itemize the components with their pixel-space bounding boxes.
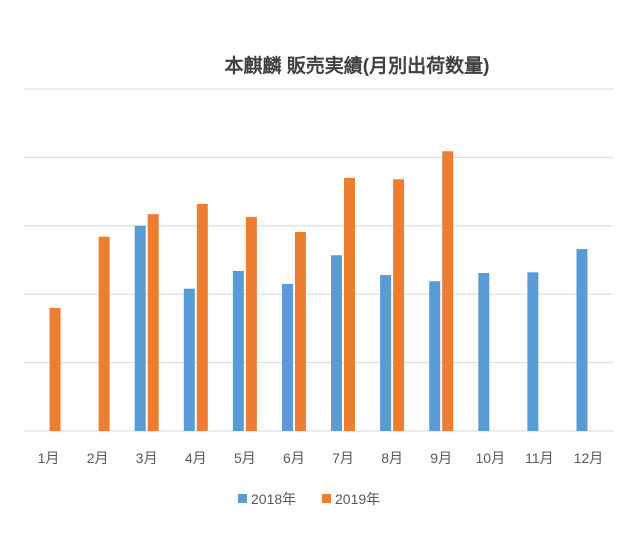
bar-series-1-month-6 <box>281 283 293 431</box>
x-tick-label: 2月 <box>87 450 109 466</box>
bars <box>49 151 588 431</box>
bar-series-2-month-9 <box>442 151 454 431</box>
bar-series-2-month-5 <box>245 216 257 431</box>
legend-item-2019: 2019年 <box>322 491 380 507</box>
bar-series-2-month-6 <box>294 231 306 431</box>
x-tick-label: 7月 <box>332 450 354 466</box>
bar-series-1-month-7 <box>331 255 343 431</box>
legend-item-2018: 2018年 <box>238 491 296 507</box>
legend: 2018年 2019年 <box>238 491 380 507</box>
bar-series-2-month-8 <box>393 179 405 431</box>
chart-title: 本麒麟 販売実績(月別出荷数量) <box>225 54 490 77</box>
bar-series-1-month-10 <box>478 272 490 431</box>
bar-series-1-month-11 <box>527 272 539 431</box>
legend-label: 2019年 <box>335 491 380 507</box>
bar-series-1-month-3 <box>134 225 146 431</box>
bar-series-2-month-2 <box>98 236 110 431</box>
x-tick-label: 12月 <box>574 450 604 466</box>
x-tick-label: 6月 <box>283 450 305 466</box>
legend-label: 2018年 <box>251 491 296 507</box>
x-tick-label: 8月 <box>381 450 403 466</box>
x-tick-label: 5月 <box>234 450 256 466</box>
bar-series-1-month-8 <box>380 275 392 431</box>
x-tick-label: 1月 <box>38 450 60 466</box>
x-tick-label: 11月 <box>525 450 554 466</box>
x-tick-label: 10月 <box>476 450 506 466</box>
x-tick-label: 3月 <box>136 450 158 466</box>
legend-swatch <box>238 494 247 503</box>
bar-series-2-month-3 <box>147 214 159 431</box>
bar-series-1-month-5 <box>232 270 244 431</box>
x-axis-tick-labels: 1月 2月 3月 4月 5月 6月 7月 8月 9月 10月 11月 12月 <box>38 450 604 466</box>
bar-series-2-month-7 <box>344 177 356 431</box>
gridlines <box>24 88 613 432</box>
bar-series-1-month-4 <box>183 288 195 431</box>
bar-series-2-month-4 <box>196 203 208 431</box>
bar-series-2-month-1 <box>49 307 61 431</box>
bar-series-1-month-9 <box>429 281 441 431</box>
x-tick-label: 4月 <box>185 450 207 466</box>
bar-series-1-month-12 <box>576 249 588 431</box>
x-tick-label: 9月 <box>430 450 452 466</box>
legend-swatch <box>322 494 331 503</box>
